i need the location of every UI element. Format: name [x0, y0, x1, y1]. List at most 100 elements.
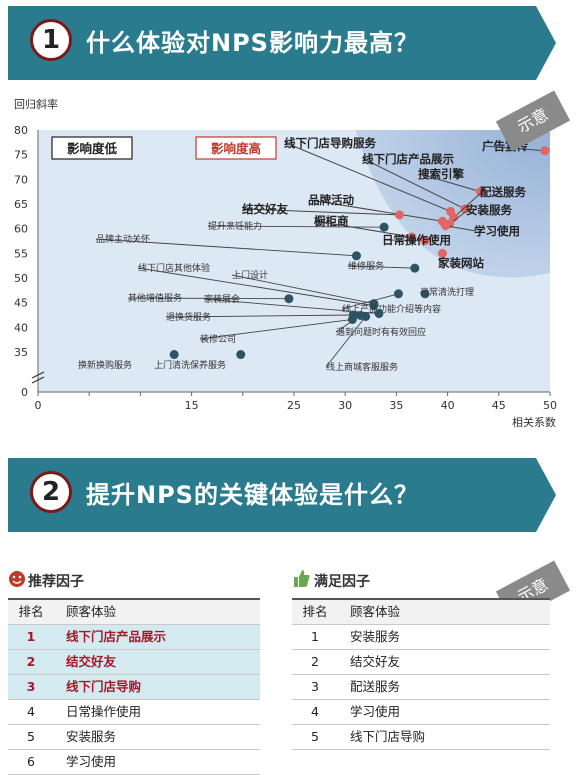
low-point-label: 线上商城客服服务 [326, 361, 398, 373]
experience-cell: 学习使用 [66, 754, 117, 769]
experience-cell: 配送服务 [350, 679, 401, 694]
experience-cell: 安装服务 [66, 729, 117, 744]
axis-break-mark [31, 371, 45, 379]
header-rank: 排名 [18, 604, 44, 619]
low-point-label: 装修公司 [200, 333, 236, 345]
low-point-label: 退换货服务 [166, 311, 211, 323]
low-point-label: 品牌主动关怀 [96, 233, 150, 245]
header-rank: 排名 [302, 604, 328, 619]
smiley-icon [9, 571, 25, 587]
leader-line [325, 316, 367, 368]
section1-title: 什么体验对NPS影响力最高？ [86, 29, 419, 57]
section1-number: 1 [30, 19, 72, 61]
leader-line [137, 267, 374, 307]
experience-cell: 结交好友 [66, 654, 117, 669]
thumbs-up-icon [294, 570, 310, 587]
table-row: 5 安装服务 [8, 725, 260, 750]
high-point [475, 187, 485, 197]
x-tick-label: 35 [389, 399, 403, 412]
low-point [420, 289, 430, 299]
rank-cell: 2 [26, 654, 36, 669]
header-experience: 顾客体验 [66, 604, 117, 619]
high-point-label: 线下门店导购服务 [284, 136, 376, 150]
high-point [460, 204, 470, 214]
high-point [407, 232, 417, 242]
y-tick-label: 45 [14, 297, 28, 310]
leader-line [207, 225, 385, 228]
high-point-label: 橱柜商 [314, 214, 349, 228]
y-axis-label: 回归斜率 [14, 97, 58, 111]
y-tick-label: 50 [14, 272, 28, 285]
high-impact-zone [355, 130, 550, 278]
y-tick-label: 40 [14, 321, 28, 334]
header-experience: 顾客体验 [350, 604, 401, 619]
leader-line [341, 293, 399, 310]
leader-line [363, 158, 466, 210]
rank-cell: 6 [27, 754, 35, 769]
x-axis-label: 相关系数 [512, 415, 556, 429]
high-point [394, 210, 404, 220]
x-tick-label: 0 [35, 399, 42, 412]
high-point-label: 结交好友 [241, 202, 288, 216]
experience-cell: 结交好友 [350, 654, 401, 669]
leader-line [419, 173, 481, 193]
table-row: 4 学习使用 [292, 700, 550, 725]
banner-shape [8, 6, 556, 80]
high-point [540, 146, 550, 156]
y-tick-label: 80 [14, 124, 28, 137]
leader-line [127, 297, 289, 300]
x-tick-label: 15 [185, 399, 199, 412]
low-point [393, 289, 403, 299]
low-point [361, 311, 371, 321]
low-point [379, 222, 389, 232]
y-tick-label: 0 [21, 386, 28, 399]
leader-line [309, 199, 443, 222]
low-point-label: 上门设计 [232, 269, 268, 281]
experience-cell: 线下门店导购 [66, 679, 142, 694]
low-point [351, 251, 361, 261]
y-tick-label: 55 [14, 247, 28, 260]
high-point [420, 236, 430, 246]
high-point-label: 学习使用 [474, 224, 520, 238]
section1-banner: 1 什么体验对NPS影响力最高？ [8, 6, 556, 80]
leader-line [243, 208, 400, 216]
low-point-label: 维修服务 [348, 260, 384, 272]
x-tick-label: 45 [492, 399, 506, 412]
y-tick-label: 35 [14, 346, 28, 359]
rank-cell: 3 [26, 679, 36, 694]
satisfy-table: 排名 顾客体验 1 安装服务 2 结交好友 3 配送服务 4 学习使用 5 线下门店导购 [292, 598, 550, 750]
low-point-label: 家装展会 [204, 293, 240, 305]
leader-line [445, 225, 477, 232]
low-point [410, 263, 420, 273]
low-point-label: 线下门店其他体验 [138, 262, 210, 274]
low-point [284, 294, 294, 304]
rank-cell: 1 [26, 629, 36, 644]
experience-cell: 安装服务 [350, 629, 401, 644]
high-point-label: 家装网站 [438, 256, 484, 270]
low-point [347, 314, 357, 324]
rank-cell: 5 [27, 729, 35, 744]
leader-line [315, 220, 412, 238]
experience-cell: 线下门店产品展示 [66, 629, 167, 644]
section2-banner: 2 提升NPS的关键体验是什么？ [8, 458, 556, 532]
legend-low-label: 影响度低 [67, 141, 118, 156]
rank-cell: 4 [27, 704, 35, 719]
low-point-label: 线上产品功能介绍等内容 [342, 303, 441, 315]
high-point-label: 搜索引擎 [418, 167, 464, 181]
y-tick-label: 75 [14, 149, 28, 162]
rank-cell: 5 [311, 729, 319, 744]
rank-cell: 4 [311, 704, 319, 719]
y-tick-label: 60 [14, 223, 28, 236]
high-point [441, 221, 451, 231]
table-row: 3 线下门店导购 [8, 675, 260, 700]
recommend-table: 排名 顾客体验 1 线下门店产品展示 2 结交好友 3 线下门店导购 4 日常操作使用 5 安装服… [8, 598, 260, 775]
rank-cell: 1 [311, 629, 319, 644]
high-point [437, 248, 447, 258]
chart-svg: 0 35 40 45 50 55 60 65 70 75 80 0 15 25 30 35 40 45 50 回归斜率… [14, 97, 557, 429]
legend-high-box [195, 136, 277, 160]
x-tick-label: 25 [287, 399, 301, 412]
axis-break-mark [31, 376, 45, 384]
high-point-label: 安装服务 [466, 203, 512, 217]
y-tick-label: 65 [14, 198, 28, 211]
low-point [374, 309, 384, 319]
